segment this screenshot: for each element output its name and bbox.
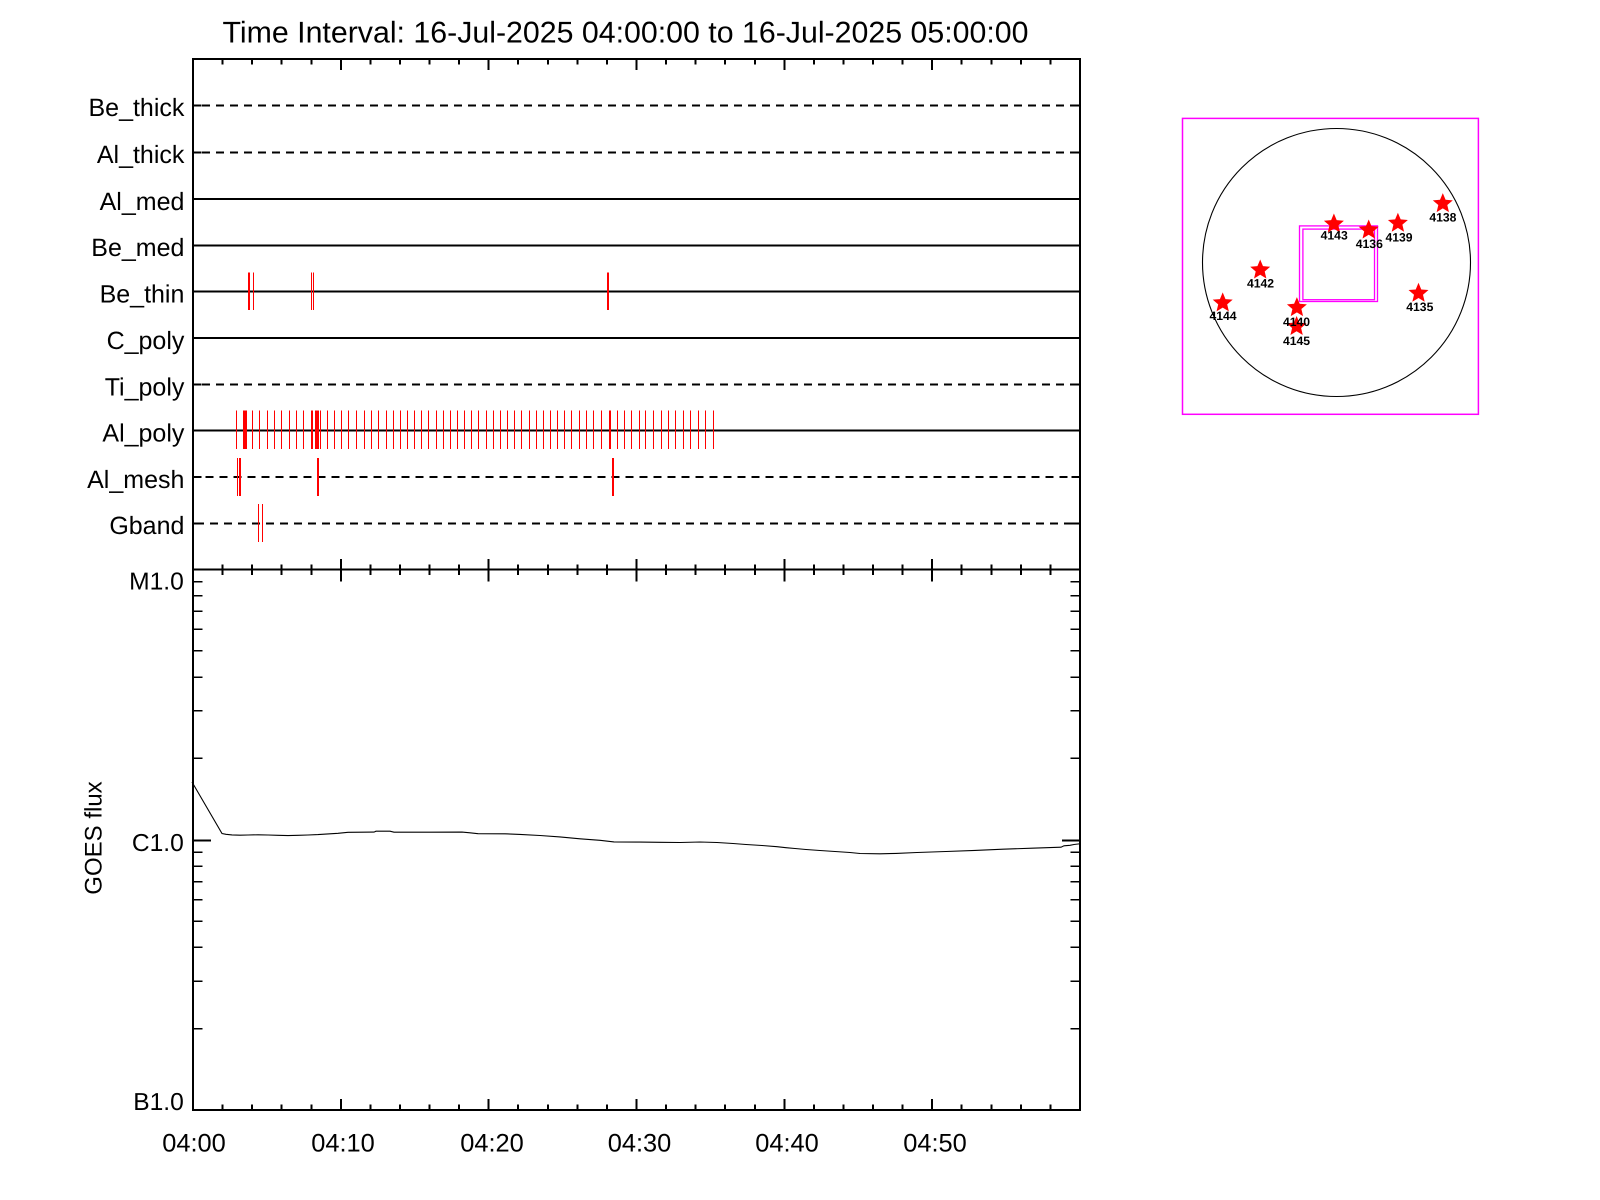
- svg-text:4144: 4144: [1209, 309, 1236, 323]
- svg-text:4136: 4136: [1356, 237, 1383, 251]
- svg-text:Be_thick: Be_thick: [89, 94, 185, 122]
- svg-text:Ti_poly: Ti_poly: [105, 373, 185, 401]
- svg-text:4138: 4138: [1429, 210, 1456, 224]
- svg-text:Al_poly: Al_poly: [102, 419, 184, 447]
- svg-text:Al_med: Al_med: [100, 188, 185, 216]
- svg-text:Be_med: Be_med: [91, 234, 184, 262]
- svg-text:4142: 4142: [1247, 277, 1274, 291]
- svg-text:04:10: 04:10: [311, 1130, 375, 1158]
- svg-text:B1.0: B1.0: [133, 1089, 184, 1116]
- svg-text:4140: 4140: [1283, 315, 1310, 329]
- svg-text:Al_thick: Al_thick: [97, 141, 185, 169]
- svg-text:4135: 4135: [1406, 300, 1433, 314]
- svg-text:C_poly: C_poly: [107, 327, 185, 355]
- svg-text:04:50: 04:50: [903, 1130, 967, 1158]
- svg-text:04:30: 04:30: [608, 1130, 672, 1158]
- svg-text:4145: 4145: [1283, 334, 1310, 348]
- svg-text:M1.0: M1.0: [129, 568, 184, 595]
- svg-text:Time Interval: 16-Jul-2025 04:: Time Interval: 16-Jul-2025 04:00:00 to 1…: [223, 16, 1029, 49]
- svg-text:04:40: 04:40: [755, 1130, 819, 1158]
- svg-text:Gband: Gband: [109, 512, 184, 540]
- svg-text:Be_thin: Be_thin: [100, 280, 185, 308]
- svg-text:C1.0: C1.0: [132, 830, 184, 857]
- svg-text:04:00: 04:00: [162, 1130, 226, 1158]
- svg-text:4143: 4143: [1321, 229, 1348, 243]
- svg-text:GOES flux: GOES flux: [81, 781, 108, 894]
- svg-text:Al_mesh: Al_mesh: [87, 466, 184, 494]
- svg-text:4139: 4139: [1385, 231, 1412, 245]
- svg-text:04:20: 04:20: [460, 1130, 524, 1158]
